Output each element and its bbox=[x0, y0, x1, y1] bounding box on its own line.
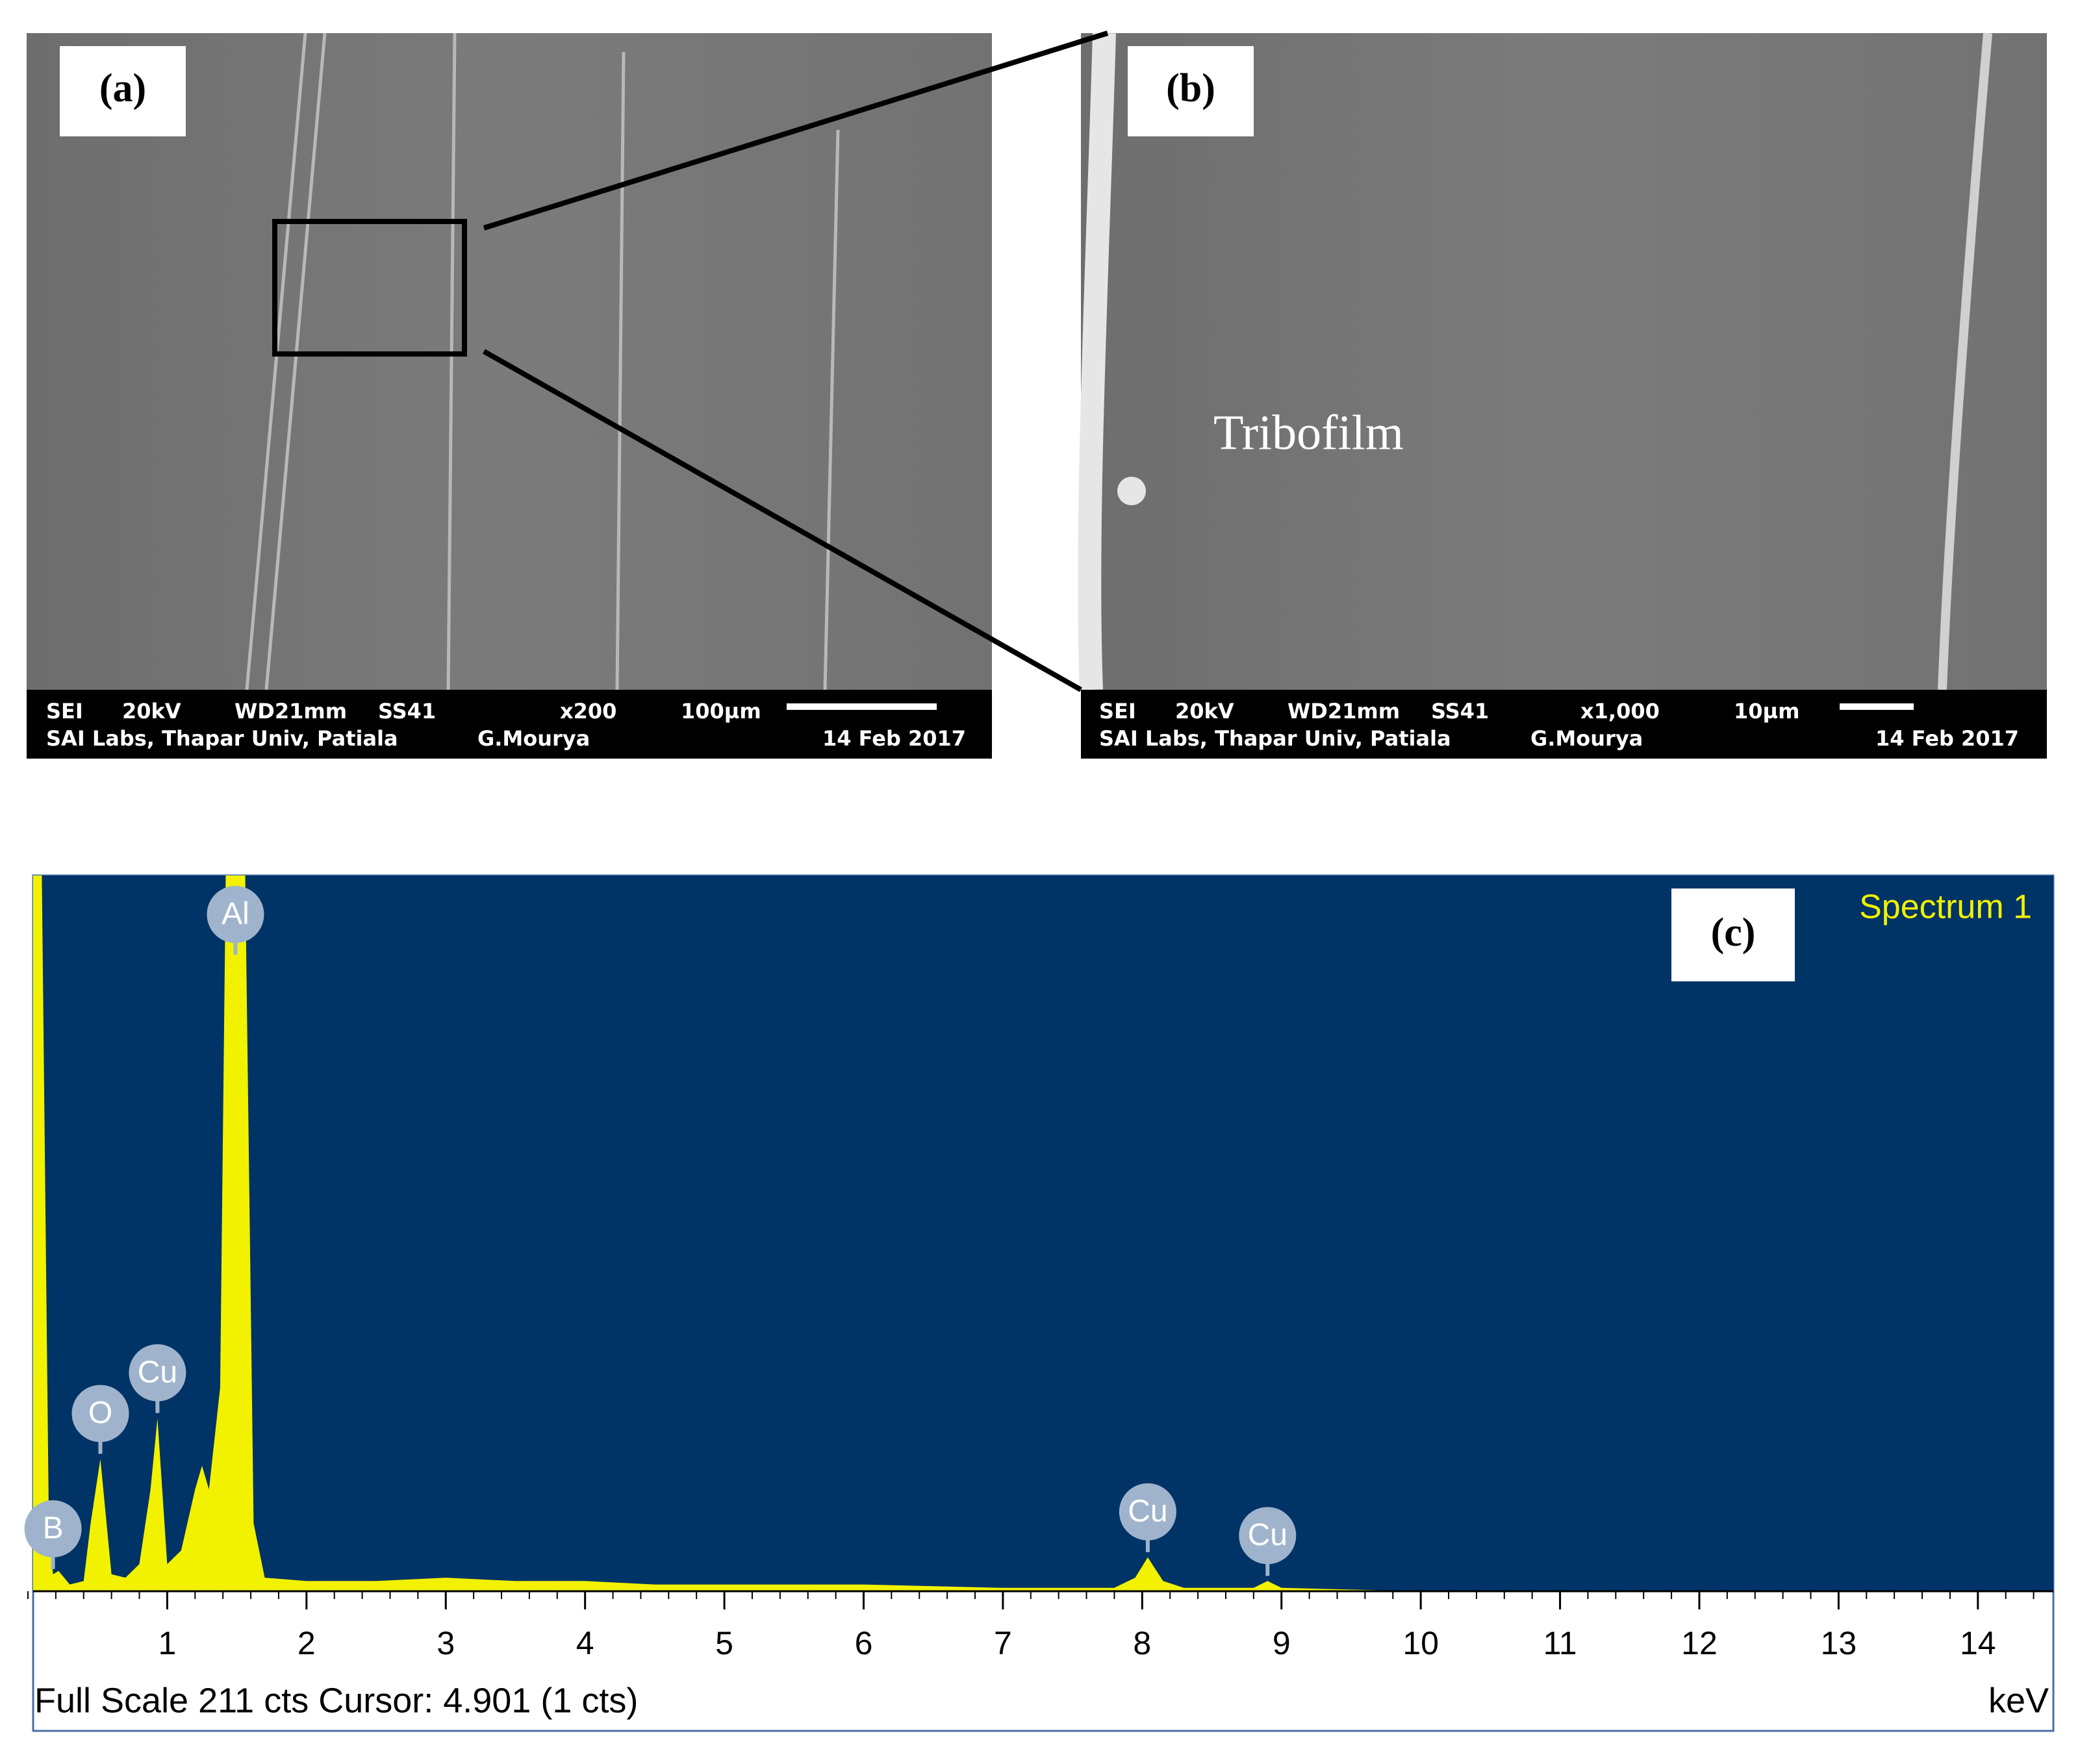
x-tick-label: 7 bbox=[994, 1625, 1012, 1661]
peak-label: Cu bbox=[1248, 1518, 1287, 1552]
info-text: 14 Feb 2017 bbox=[1875, 726, 2019, 751]
info-text: G.Mourya bbox=[1530, 726, 1643, 751]
panel-b: (b) Tribofilm bbox=[1078, 32, 2047, 759]
sem-image bbox=[1081, 33, 2047, 690]
panel-label: (a) bbox=[99, 66, 146, 110]
annotation: Tribofilm bbox=[1213, 405, 1404, 460]
x-tick-label: 9 bbox=[1273, 1625, 1291, 1661]
x-tick-label: 4 bbox=[576, 1625, 594, 1661]
label-box bbox=[60, 46, 186, 136]
peak-marker bbox=[71, 1385, 129, 1443]
info-bar bbox=[27, 690, 992, 759]
streaks bbox=[245, 32, 840, 690]
x-axis-label: keV bbox=[1988, 1681, 2049, 1720]
zoom-line bbox=[483, 31, 1109, 231]
particle bbox=[1117, 477, 1146, 505]
peak-label: Cu bbox=[1128, 1494, 1167, 1528]
x-tick-label: 3 bbox=[437, 1625, 455, 1661]
x-tick-label: 12 bbox=[1681, 1625, 1718, 1661]
peak-label: Al bbox=[222, 897, 249, 931]
zoom-box bbox=[272, 219, 467, 357]
x-tick-label: 1 bbox=[159, 1625, 177, 1661]
info-text: SS41 bbox=[1431, 699, 1489, 724]
info-text: 20kV bbox=[1175, 699, 1234, 724]
peak-marker bbox=[1119, 1483, 1176, 1541]
info-text: 10µm bbox=[1734, 699, 1799, 724]
info-text: SAI Labs, Thapar Univ, Patiala bbox=[1099, 726, 1451, 751]
peak-marker bbox=[1239, 1507, 1297, 1565]
info-text: WD21mm bbox=[1287, 699, 1400, 724]
spectrum-title: Spectrum 1 bbox=[1859, 888, 2032, 926]
label-box bbox=[1671, 888, 1795, 981]
x-tick-label: 8 bbox=[1133, 1625, 1151, 1661]
info-text: WD21mm bbox=[235, 699, 347, 724]
info-text: 14 Feb 2017 bbox=[822, 726, 966, 751]
footer: Full Scale 211 cts Cursor: 4.901 (1 cts) bbox=[34, 1681, 638, 1720]
peak-marker bbox=[24, 1500, 82, 1557]
x-tick-label: 10 bbox=[1402, 1625, 1439, 1661]
peak-marker bbox=[129, 1344, 186, 1402]
streak bbox=[1938, 32, 1992, 690]
x-tick-label: 14 bbox=[1960, 1625, 1996, 1661]
info-text: SAI Labs, Thapar Univ, Patiala bbox=[46, 726, 398, 751]
info-text: G.Mourya bbox=[477, 726, 590, 751]
streak bbox=[1078, 32, 1116, 690]
x-tick-label: 2 bbox=[298, 1625, 316, 1661]
info-text: SEI bbox=[1099, 699, 1136, 724]
peak-label: O bbox=[88, 1396, 112, 1430]
plot-area bbox=[33, 876, 2053, 1591]
peak-label: B bbox=[43, 1511, 64, 1546]
info-text: 20kV bbox=[122, 699, 181, 724]
info-text: x200 bbox=[560, 699, 616, 724]
info-text: x1,000 bbox=[1580, 699, 1660, 724]
zoom-line bbox=[483, 349, 1082, 692]
panel-label: (b) bbox=[1166, 66, 1215, 110]
panel-a: (a) bbox=[27, 32, 992, 759]
peak-marker bbox=[207, 886, 264, 943]
peak-label: Cu bbox=[138, 1355, 177, 1389]
info-text: SEI bbox=[46, 699, 83, 724]
label-box bbox=[1128, 46, 1254, 136]
info-text: 100µm bbox=[681, 699, 761, 724]
x-tick-label: 5 bbox=[715, 1625, 733, 1661]
x-tick-label: 11 bbox=[1543, 1625, 1577, 1661]
info-text: SS41 bbox=[378, 699, 436, 724]
panel-label: (c) bbox=[1711, 911, 1756, 955]
x-tick-label: 6 bbox=[855, 1625, 873, 1661]
x-tick-label: 13 bbox=[1821, 1625, 1857, 1661]
info-bar bbox=[1081, 690, 2047, 759]
